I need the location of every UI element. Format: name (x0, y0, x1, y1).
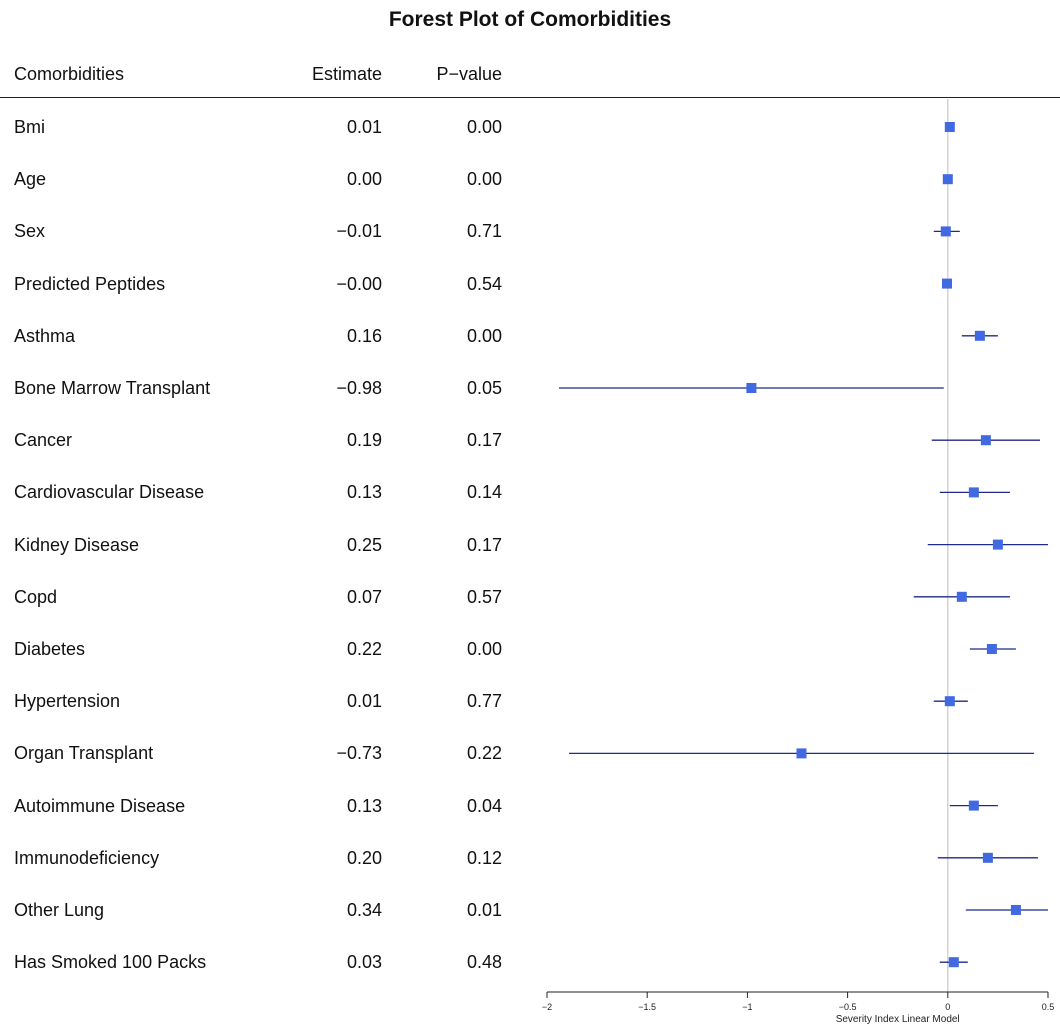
row-p-value: 0.00 (466, 169, 502, 190)
estimate-point (982, 852, 993, 863)
column-header-estimate: Estimate (311, 64, 382, 84)
table-row: Organ Transplant −0.73 0.22 (0, 741, 520, 765)
estimate-point (941, 278, 952, 289)
row-name: Immunodeficiency (14, 847, 160, 868)
row-name: Bmi (14, 117, 45, 137)
x-tick-label: 0 (945, 1002, 950, 1012)
estimate-point (956, 591, 967, 602)
row-p-value: 0.57 (466, 586, 502, 607)
row-name: Bone Marrow Transplant (14, 378, 211, 398)
x-axis-label: Severity Index Linear Model (836, 1014, 960, 1025)
table-row: Diabetes 0.22 0.00 (0, 637, 520, 661)
estimate-point (948, 957, 959, 968)
row-p-value: 0.14 (466, 482, 502, 503)
estimate-point (968, 800, 979, 811)
row-estimate: 0.03 (346, 952, 382, 973)
table-row: Age 0.00 0.00 (0, 167, 520, 191)
row-name: Sex (14, 221, 46, 242)
row-estimate: −0.00 (336, 273, 382, 294)
row-p-value: 0.17 (466, 534, 502, 555)
row-p-value: 0.04 (466, 795, 502, 816)
row-estimate: −0.73 (336, 743, 382, 764)
row-estimate: 0.01 (346, 117, 382, 137)
x-tick-label: −1 (742, 1002, 752, 1012)
row-estimate: 0.07 (346, 586, 382, 607)
chart-title: Forest Plot of Comorbidities (388, 8, 672, 31)
column-header-p-value: P−value (436, 64, 502, 84)
row-p-value: 0.48 (466, 952, 502, 973)
table-row: Has Smoked 100 Packs 0.03 0.48 (0, 950, 520, 974)
row-name: Organ Transplant (14, 743, 154, 764)
estimate-point (986, 644, 997, 654)
estimate-point (942, 174, 953, 185)
row-estimate: 0.25 (346, 534, 382, 555)
row-estimate: 0.01 (346, 691, 382, 712)
table-row: Other Lung 0.34 0.01 (0, 898, 520, 922)
row-name: Autoimmune Disease (14, 795, 186, 816)
row-estimate: 0.13 (346, 482, 382, 503)
estimate-point (974, 330, 985, 341)
table-row: Hypertension 0.01 0.77 (0, 689, 520, 713)
x-tick-label: −2 (542, 1002, 552, 1012)
table-row: Bone Marrow Transplant −0.98 0.05 (0, 376, 520, 400)
column-header-comorbidities: Comorbidities (14, 64, 125, 84)
x-tick-label: −0.5 (839, 1002, 857, 1012)
row-name: Predicted Peptides (14, 273, 166, 294)
row-name: Diabetes (14, 639, 86, 659)
row-name: Age (14, 169, 47, 190)
estimate-point (796, 748, 807, 759)
row-p-value: 0.54 (466, 273, 502, 294)
table-row: Kidney Disease 0.25 0.17 (0, 533, 520, 557)
row-estimate: 0.22 (346, 639, 382, 659)
row-p-value: 0.22 (466, 743, 502, 764)
estimate-point (746, 383, 757, 393)
estimate-point (944, 122, 955, 132)
row-name: Hypertension (14, 691, 121, 712)
table-row: Bmi 0.01 0.00 (0, 115, 520, 139)
row-p-value: 0.05 (466, 378, 502, 398)
estimate-point (968, 487, 979, 498)
table-row: Autoimmune Disease 0.13 0.04 (0, 794, 520, 818)
row-estimate: −0.01 (336, 221, 382, 242)
estimate-point (980, 435, 991, 446)
table-row: Sex −0.01 0.71 (0, 219, 520, 243)
row-p-value: 0.77 (466, 691, 502, 712)
row-name: Copd (14, 586, 58, 607)
table-rows: Bmi 0.01 0.00 Age 0.00 0.00 Sex −0.01 0.71 Predic… (0, 0, 520, 1036)
header-rule (0, 97, 1060, 98)
estimate-point (992, 539, 1003, 550)
table-row: Asthma 0.16 0.00 (0, 324, 520, 348)
row-name: Has Smoked 100 Packs (14, 952, 207, 973)
row-estimate: 0.19 (346, 430, 382, 451)
table-row: Immunodeficiency 0.20 0.12 (0, 846, 520, 870)
row-p-value: 0.71 (466, 221, 502, 242)
row-estimate: 0.00 (346, 169, 382, 190)
table-row: Cancer 0.19 0.17 (0, 428, 520, 452)
estimate-point (1010, 905, 1021, 915)
x-tick-label: 0.5 (1042, 1002, 1055, 1012)
row-name: Cardiovascular Disease (14, 482, 205, 503)
row-name: Other Lung (14, 900, 105, 920)
table-row: Copd 0.07 0.57 (0, 585, 520, 609)
estimate-point (944, 696, 955, 707)
row-estimate: 0.20 (346, 847, 382, 868)
row-estimate: 0.34 (346, 900, 382, 920)
row-estimate: −0.98 (336, 378, 382, 398)
table-row: Predicted Peptides −0.00 0.54 (0, 272, 520, 296)
table-row: Cardiovascular Disease 0.13 0.14 (0, 480, 520, 504)
x-tick-label: −1.5 (638, 1002, 656, 1012)
row-name: Cancer (14, 430, 73, 451)
row-estimate: 0.13 (346, 795, 382, 816)
row-p-value: 0.17 (466, 430, 502, 451)
row-estimate: 0.16 (346, 325, 382, 346)
row-p-value: 0.00 (466, 639, 502, 659)
row-name: Kidney Disease (14, 534, 140, 555)
estimate-point (940, 226, 951, 237)
row-p-value: 0.12 (466, 847, 502, 868)
row-p-value: 0.01 (466, 900, 502, 920)
row-p-value: 0.00 (466, 117, 502, 137)
row-p-value: 0.00 (466, 325, 502, 346)
row-name: Asthma (14, 325, 76, 346)
